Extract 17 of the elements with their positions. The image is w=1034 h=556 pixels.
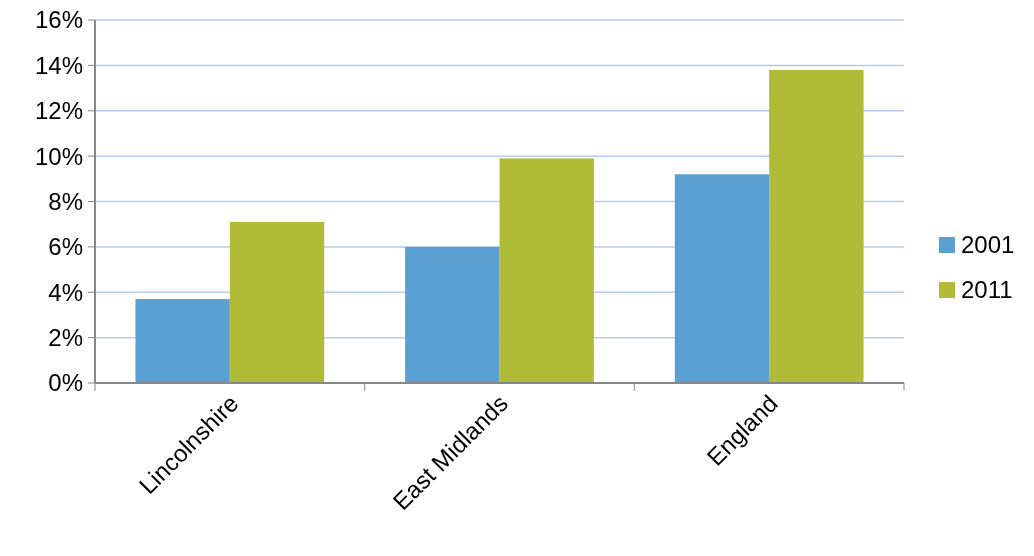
y-tick-label: 4% [48,278,83,306]
y-tick-label: 0% [48,369,83,397]
y-tick-label: 12% [34,97,83,125]
y-tick-label: 2% [48,324,83,352]
legend-label: 2001 [961,231,1015,259]
y-tick-label: 8% [48,187,83,215]
bar [499,158,594,383]
y-tick-label: 14% [34,51,83,79]
bar [405,246,500,383]
bar [674,174,770,383]
y-tick-label: 6% [48,233,83,261]
bar [229,221,325,383]
bar [135,299,230,383]
y-tick-label: 10% [34,142,83,170]
bar [769,69,864,383]
y-tick-label: 16% [34,6,83,34]
legend-label: 2011 [961,276,1013,304]
